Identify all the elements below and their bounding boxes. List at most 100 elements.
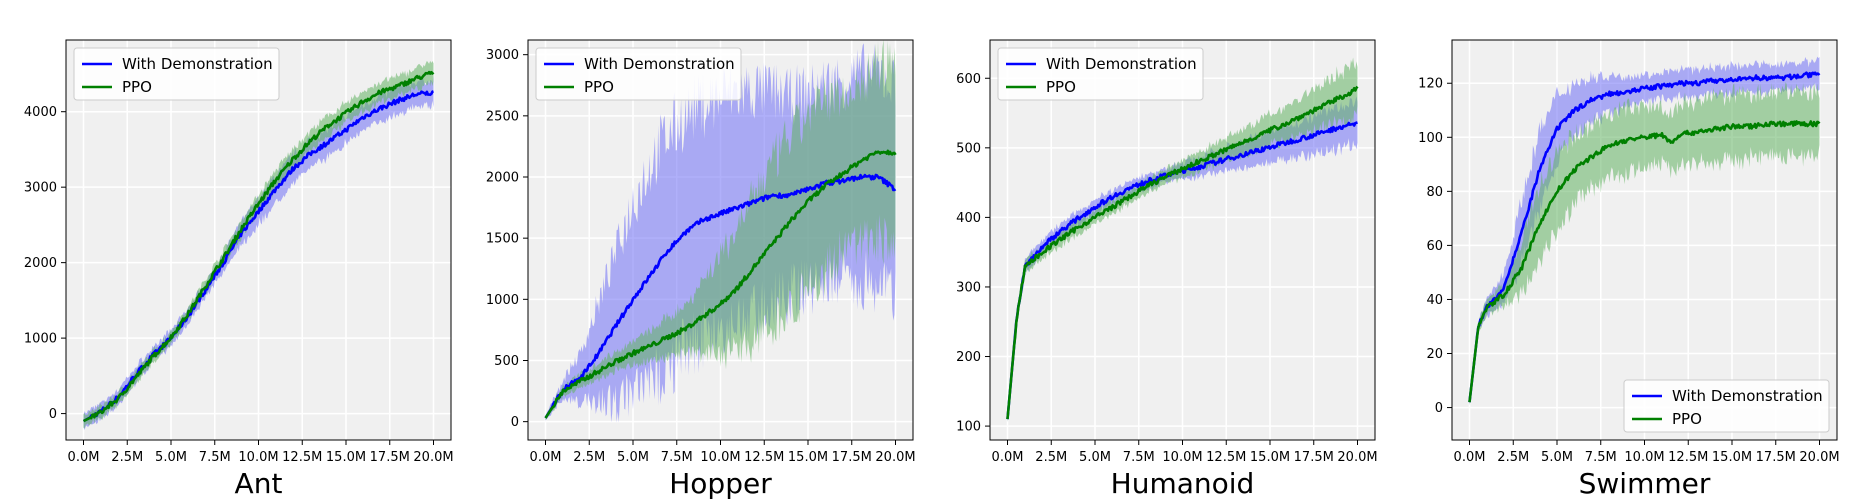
x-tick-label: 10.0M bbox=[1162, 450, 1202, 465]
x-tick-label: 0.0M bbox=[530, 450, 562, 465]
y-tick-label: 600 bbox=[956, 72, 981, 87]
legend-label-with-demonstration: With Demonstration bbox=[584, 55, 735, 73]
line-with-demonstration bbox=[1468, 71, 1821, 403]
y-tick-label: 0 bbox=[511, 415, 519, 430]
legend-box bbox=[535, 47, 742, 101]
x-tick-label: 20.0M bbox=[1799, 450, 1839, 465]
x-tick-label: 7.5M bbox=[661, 450, 693, 465]
x-tick-label: 15.0M bbox=[788, 450, 828, 465]
x-tick-label: 20.0M bbox=[875, 450, 915, 465]
legend-label-with-demonstration: With Demonstration bbox=[1046, 55, 1197, 73]
panel-hopper: 0.0M 2.5M 5.0M 7.5M 10.0M 12.5M 15.0M 17.5M 20.0… bbox=[486, 39, 916, 500]
series-group bbox=[1468, 56, 1821, 406]
x-tick-label: 2.5M bbox=[111, 450, 143, 465]
y-tick-label: 300 bbox=[956, 280, 981, 295]
x-tick-label: 2.5M bbox=[1497, 450, 1529, 465]
legend-label-with-demonstration: With Demonstration bbox=[122, 55, 273, 73]
x-tick-label: 0.0M bbox=[1454, 450, 1486, 465]
legend: With Demonstration PPO bbox=[535, 47, 742, 101]
series-group bbox=[544, 40, 897, 423]
legend: With Demonstration PPO bbox=[73, 47, 280, 101]
y-tick-label: 1000 bbox=[486, 293, 519, 308]
x-tick-label: 12.5M bbox=[744, 450, 784, 465]
series-group bbox=[82, 60, 435, 431]
y-tick-label: 500 bbox=[956, 141, 981, 156]
x-tick-label: 7.5M bbox=[1585, 450, 1617, 465]
y-tick-label: 100 bbox=[956, 420, 981, 435]
y-tick-label: 1000 bbox=[24, 332, 57, 347]
y-tick-label: 4000 bbox=[24, 105, 57, 120]
x-tick-label: 5.0M bbox=[1541, 450, 1573, 465]
y-tick-label: 2000 bbox=[24, 256, 57, 271]
x-tick-label: 5.0M bbox=[617, 450, 649, 465]
legend: With Demonstration PPO bbox=[997, 47, 1204, 101]
y-tick-label: 200 bbox=[956, 350, 981, 365]
x-tick-label: 15.0M bbox=[1712, 450, 1752, 465]
legend-label-with-demonstration: With Demonstration bbox=[1672, 387, 1823, 405]
band-with-demonstration bbox=[1007, 96, 1358, 422]
line-ppo bbox=[1468, 120, 1821, 403]
x-tick-label: 12.5M bbox=[1206, 450, 1246, 465]
y-tick-label: 3000 bbox=[24, 181, 57, 196]
y-tick-label: 400 bbox=[956, 211, 981, 226]
y-tick-label: 60 bbox=[1426, 239, 1443, 254]
legend-box bbox=[1623, 379, 1830, 433]
legend-label-ppo: PPO bbox=[1046, 78, 1076, 96]
x-tick-label: 20.0M bbox=[1337, 450, 1377, 465]
line-ppo bbox=[544, 149, 897, 419]
panel-swimmer: 0.0M 2.5M 5.0M 7.5M 10.0M 12.5M 15.0M 17.5M 20.0… bbox=[1418, 39, 1840, 500]
x-tick-label: 5.0M bbox=[155, 450, 187, 465]
legend-box bbox=[73, 47, 280, 101]
y-tick-label: 0 bbox=[1435, 401, 1443, 416]
line-with-demonstration bbox=[82, 90, 434, 423]
y-tick-label: 2000 bbox=[486, 171, 519, 186]
x-tick-label: 2.5M bbox=[1035, 450, 1067, 465]
x-tick-label: 7.5M bbox=[1123, 450, 1155, 465]
y-tick-label: 0 bbox=[49, 407, 57, 422]
y-tick-label: 20 bbox=[1426, 347, 1443, 362]
panel-title: Swimmer bbox=[1579, 467, 1711, 500]
y-tick-label: 40 bbox=[1426, 293, 1443, 308]
legend: With Demonstration PPO bbox=[1623, 379, 1830, 433]
legend-label-ppo: PPO bbox=[584, 78, 614, 96]
y-tick-label: 2500 bbox=[486, 109, 519, 124]
series-group bbox=[1006, 57, 1359, 423]
x-tick-label: 0.0M bbox=[992, 450, 1024, 465]
band-with-demonstration bbox=[1469, 56, 1820, 406]
x-tick-label: 5.0M bbox=[1079, 450, 1111, 465]
x-tick-label: 17.5M bbox=[1756, 450, 1796, 465]
line-ppo bbox=[82, 70, 435, 423]
x-tick-label: 0.0M bbox=[68, 450, 100, 465]
y-tick-label: 120 bbox=[1418, 77, 1443, 92]
x-tick-label: 10.0M bbox=[1624, 450, 1664, 465]
y-tick-label: 100 bbox=[1418, 131, 1443, 146]
y-tick-label: 80 bbox=[1426, 185, 1443, 200]
x-tick-label: 10.0M bbox=[238, 450, 278, 465]
legend-label-ppo: PPO bbox=[122, 78, 152, 96]
x-tick-label: 15.0M bbox=[326, 450, 366, 465]
x-tick-label: 10.0M bbox=[700, 450, 740, 465]
panel-ant: 0.0M 2.5M 5.0M 7.5M 10.0M 12.5M 15.0M 17.5M 20.0… bbox=[24, 39, 454, 500]
x-tick-label: 15.0M bbox=[1250, 450, 1290, 465]
x-tick-label: 12.5M bbox=[282, 450, 322, 465]
x-tick-label: 17.5M bbox=[832, 450, 872, 465]
line-with-demonstration bbox=[544, 173, 897, 419]
x-tick-label: 20.0M bbox=[413, 450, 453, 465]
legend-box bbox=[997, 47, 1204, 101]
panel-title: Humanoid bbox=[1111, 467, 1255, 500]
band-ppo bbox=[545, 40, 896, 421]
y-tick-label: 3000 bbox=[486, 48, 519, 63]
x-tick-label: 17.5M bbox=[1294, 450, 1334, 465]
x-tick-label: 12.5M bbox=[1668, 450, 1708, 465]
panel-title: Ant bbox=[235, 467, 283, 500]
y-tick-label: 500 bbox=[494, 354, 519, 369]
panel-humanoid: 0.0M 2.5M 5.0M 7.5M 10.0M 12.5M 15.0M 17.5M 20.0… bbox=[956, 39, 1378, 500]
panel-title: Hopper bbox=[669, 467, 772, 500]
line-ppo bbox=[1006, 85, 1359, 420]
x-tick-label: 17.5M bbox=[370, 450, 410, 465]
legend-label-ppo: PPO bbox=[1672, 410, 1702, 428]
band-ppo bbox=[1469, 81, 1820, 406]
x-tick-label: 2.5M bbox=[573, 450, 605, 465]
x-tick-label: 7.5M bbox=[199, 450, 231, 465]
